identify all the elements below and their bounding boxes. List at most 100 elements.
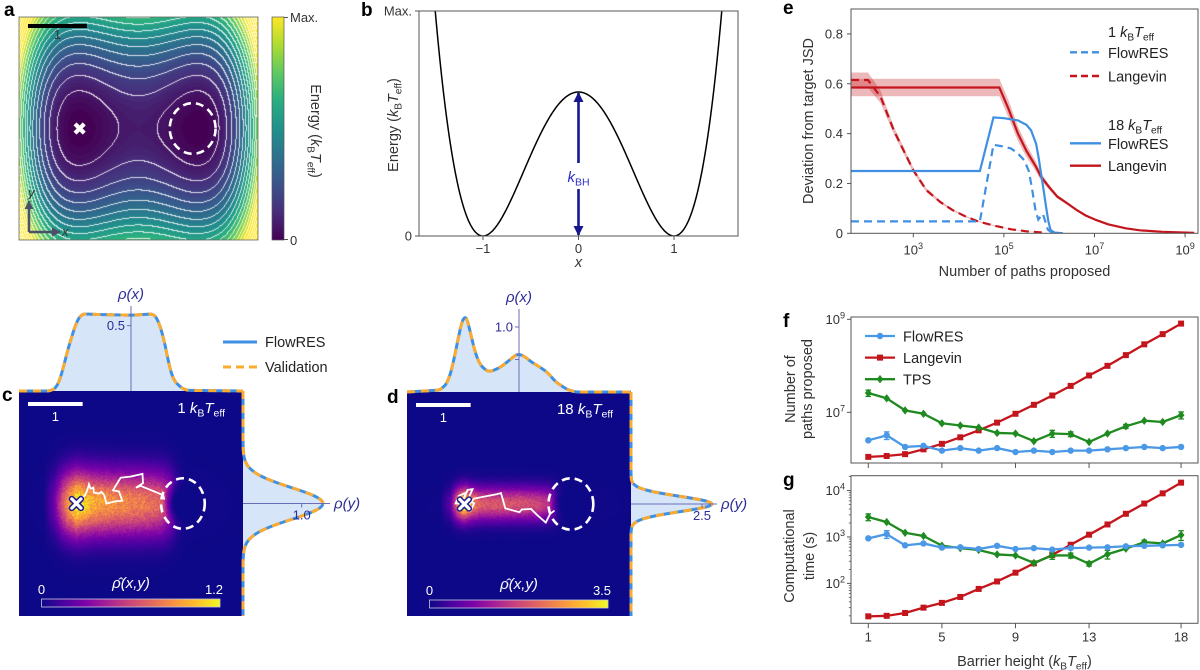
text-segment: k: [307, 139, 323, 147]
data-point: [1104, 362, 1111, 369]
data-point: [883, 432, 890, 439]
colorbar-gradient: [41, 598, 221, 608]
legend-item: TPS: [865, 373, 931, 389]
text-segment: Barrier height (: [957, 654, 1053, 670]
data-point: [938, 544, 946, 551]
y-axis-label: paths proposed: [800, 339, 816, 439]
colorbar-max-label: 1.2: [205, 582, 223, 597]
panel-d: 1.0 ρ(x) 2.5 ρ(y) 1 18 kBTeff 0 3.5 ρ̂(x,y): [406, 289, 747, 616]
text-segment: 18: [1108, 118, 1128, 134]
data-point: [1159, 490, 1166, 497]
data-point: [1141, 542, 1148, 550]
series-line: [868, 322, 1182, 459]
x-arrow-label: x: [61, 224, 69, 239]
data-point: [975, 447, 982, 454]
data-point: [883, 530, 890, 538]
text-segment: 1: [177, 400, 190, 417]
y-tick-label: 0.2: [825, 176, 843, 191]
series-line: [868, 532, 1182, 551]
data-point: [1048, 429, 1056, 438]
temperature-label: 18 kBTeff: [557, 401, 613, 421]
legend-item: Validation: [223, 360, 328, 376]
data-point: [1159, 542, 1166, 549]
plot-frame: [850, 8, 1199, 234]
data-point: [1049, 448, 1056, 456]
data-point: [1178, 479, 1185, 486]
series-line-flowres-solid: [851, 116, 1063, 234]
text-segment: 10: [1175, 242, 1189, 257]
data-point: [920, 540, 927, 547]
start-state-x-marker: [68, 495, 85, 512]
confidence-band-langevin: [851, 72, 1044, 233]
target-region-circle: [168, 101, 217, 156]
data-point: [1122, 444, 1130, 452]
data-point: [975, 585, 982, 592]
data-point: [1141, 443, 1148, 451]
text-segment: Energy (: [307, 84, 323, 139]
text-segment: T: [204, 400, 215, 417]
colorbar-label: ρ̂(x,y): [499, 576, 538, 593]
y-tick-label: 103: [825, 528, 845, 545]
marker-cross: [73, 122, 86, 135]
data-point: [957, 434, 964, 441]
marginal-rho-x: 1.0 ρ(x): [406, 289, 631, 394]
marker-cross: [70, 497, 83, 510]
text-segment: 9: [840, 310, 845, 320]
scale-bar-label: 1: [54, 27, 61, 42]
y-axis-label: Computational: [782, 509, 798, 603]
series-line-flowres-dashed: [851, 143, 1063, 234]
legend-item: FlowRES: [1070, 46, 1168, 62]
text-segment: ): [386, 78, 402, 83]
data-point: [957, 593, 964, 600]
text-segment: k: [190, 400, 199, 417]
y-arrow-label: y: [27, 185, 36, 200]
data-point: [938, 419, 946, 428]
data-point: [938, 447, 946, 454]
panel-label-c: c: [2, 385, 13, 406]
colorbar-min-label: 0: [426, 583, 433, 598]
data-point: [876, 332, 884, 340]
colorbar-max-label: 3.5: [593, 583, 611, 598]
data-point: [883, 612, 890, 619]
data-point: [1122, 352, 1129, 359]
y-tick-label: 0: [836, 226, 843, 241]
colorbar-min-label: 0: [38, 582, 45, 597]
data-point: [920, 531, 927, 541]
data-point: [864, 388, 872, 398]
data-point: [1177, 530, 1185, 540]
data-point: [864, 512, 872, 522]
x-tick-label: 18: [1174, 629, 1188, 644]
text-segment: B: [305, 146, 316, 153]
text-segment: eff: [214, 408, 226, 420]
data-point: [1140, 416, 1148, 425]
series-line-langevin-solid: [851, 86, 1195, 234]
energy-landscape-heatmap: [19, 17, 258, 240]
data-point: [1067, 551, 1075, 560]
confidence-band-langevin: [851, 78, 1195, 233]
data-point: [1122, 422, 1130, 431]
text-segment: T: [1134, 25, 1144, 41]
legend-item: FlowRES: [865, 330, 963, 346]
data-point: [1085, 447, 1093, 454]
data-point: [901, 528, 909, 537]
data-point: [1086, 372, 1093, 379]
x-axis-label: x: [574, 255, 583, 271]
text-segment: 10: [1085, 242, 1099, 257]
marginal-x-tick-label: 1.0: [495, 320, 513, 335]
data-point: [1122, 510, 1129, 517]
data-point: [902, 610, 909, 617]
y-tick-label: 0.4: [825, 126, 843, 141]
text-segment: k: [1120, 25, 1128, 41]
text-segment: eff: [1151, 126, 1162, 137]
data-point: [1104, 544, 1111, 551]
data-point: [865, 453, 872, 460]
data-point: [865, 437, 872, 444]
text-segment: B: [1135, 126, 1142, 137]
scale-bar: [28, 24, 87, 28]
colorbar-gradient: [429, 599, 609, 609]
data-point: [1012, 551, 1019, 560]
legend-label: FlowRES: [903, 330, 963, 346]
